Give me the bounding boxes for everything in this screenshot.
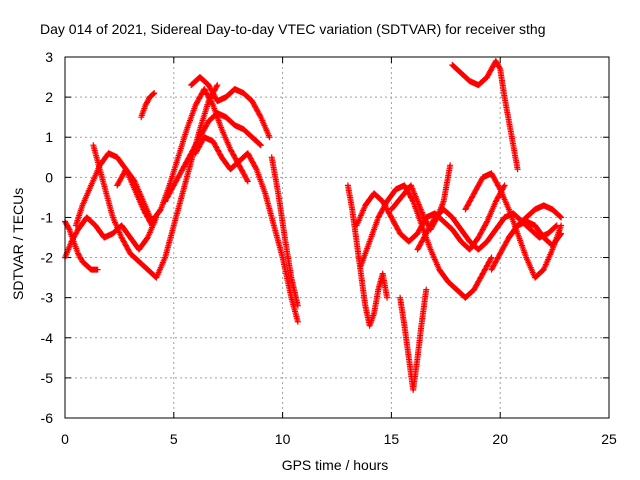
chart-title: Day 014 of 2021, Sidereal Day-to-day VTE… — [40, 21, 546, 37]
series-track-7 — [162, 110, 264, 205]
series-track-9 — [192, 134, 301, 325]
data-point — [397, 286, 430, 393]
y-tick-label: 2 — [45, 89, 53, 105]
data-point — [268, 154, 301, 309]
x-tick-label: 10 — [275, 431, 291, 447]
y-tick-label: -3 — [41, 290, 54, 306]
series-track-8 — [188, 74, 273, 141]
x-tick-label: 20 — [492, 431, 508, 447]
y-tick-label: 0 — [45, 169, 53, 185]
data-point — [449, 58, 521, 173]
x-tick-label: 25 — [601, 431, 617, 447]
data-point — [344, 182, 391, 329]
y-tick-label: -4 — [41, 330, 54, 346]
series-track-5 — [138, 90, 158, 121]
x-axis-label: GPS time / hours — [281, 457, 389, 473]
x-tick-label: 5 — [170, 431, 178, 447]
series-track-10 — [268, 154, 301, 309]
series-track-15 — [397, 286, 430, 393]
series-track-17 — [449, 58, 521, 173]
series-track-13 — [357, 182, 495, 301]
series-track-20 — [505, 202, 565, 241]
x-tick-label: 15 — [384, 431, 400, 447]
y-tick-label: -6 — [41, 410, 54, 426]
y-axis-label: SDTVAR / TECUs — [10, 187, 26, 300]
plot-frame — [64, 56, 610, 419]
y-tick-label: -1 — [41, 209, 54, 225]
y-tick-label: 3 — [45, 49, 53, 65]
data-point — [188, 74, 273, 141]
data-point — [192, 134, 301, 325]
y-tick-label: -2 — [41, 250, 54, 266]
series-track-11 — [344, 182, 391, 329]
data-point — [138, 90, 158, 121]
data-point — [505, 202, 565, 241]
data-point — [90, 82, 221, 281]
data-point — [462, 170, 565, 281]
y-tick-label: 1 — [45, 129, 53, 145]
series-track-3 — [90, 82, 221, 281]
data-point — [162, 110, 264, 205]
y-tick-label: -5 — [41, 370, 54, 386]
series-track-18 — [462, 170, 565, 281]
data-point — [357, 182, 495, 301]
x-tick-label: 0 — [61, 431, 69, 447]
series-markers — [62, 58, 565, 393]
